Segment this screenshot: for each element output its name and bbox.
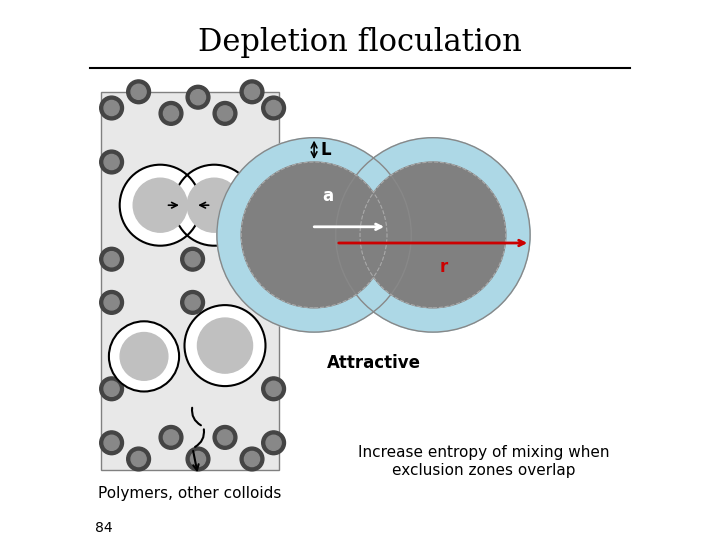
Circle shape — [163, 430, 179, 445]
Circle shape — [104, 435, 120, 450]
Circle shape — [185, 252, 200, 267]
Circle shape — [213, 102, 237, 125]
Text: Polymers, other colloids: Polymers, other colloids — [98, 486, 282, 501]
Circle shape — [109, 321, 179, 392]
Text: r: r — [440, 258, 448, 276]
Circle shape — [190, 451, 206, 467]
Circle shape — [159, 426, 183, 449]
Circle shape — [266, 252, 282, 267]
FancyBboxPatch shape — [101, 92, 279, 470]
Circle shape — [245, 451, 260, 467]
Circle shape — [127, 447, 150, 471]
Circle shape — [174, 165, 255, 246]
Circle shape — [217, 138, 411, 332]
Circle shape — [131, 84, 146, 99]
Circle shape — [262, 247, 285, 271]
Circle shape — [336, 138, 530, 332]
Circle shape — [262, 96, 285, 120]
Circle shape — [127, 80, 150, 104]
Circle shape — [181, 291, 204, 314]
Circle shape — [104, 295, 120, 310]
Circle shape — [262, 291, 285, 314]
Circle shape — [159, 102, 183, 125]
Circle shape — [120, 333, 168, 380]
Circle shape — [213, 426, 237, 449]
Circle shape — [104, 381, 120, 396]
Circle shape — [190, 90, 206, 105]
Circle shape — [133, 178, 187, 232]
Circle shape — [99, 431, 124, 455]
Circle shape — [186, 447, 210, 471]
Circle shape — [99, 247, 124, 271]
Circle shape — [104, 154, 120, 170]
Circle shape — [266, 435, 282, 450]
Text: L: L — [320, 141, 331, 159]
Circle shape — [262, 377, 285, 401]
Circle shape — [262, 431, 285, 455]
Circle shape — [217, 430, 233, 445]
Circle shape — [185, 295, 200, 310]
Circle shape — [99, 150, 124, 174]
Circle shape — [266, 295, 282, 310]
Circle shape — [163, 106, 179, 121]
Circle shape — [240, 447, 264, 471]
Circle shape — [99, 96, 124, 120]
Circle shape — [240, 80, 264, 104]
Text: Depletion floculation: Depletion floculation — [198, 27, 522, 58]
Circle shape — [262, 150, 285, 174]
Circle shape — [184, 305, 266, 386]
Circle shape — [181, 247, 204, 271]
Circle shape — [104, 100, 120, 116]
Circle shape — [131, 451, 146, 467]
Circle shape — [120, 165, 201, 246]
Text: 84: 84 — [95, 521, 113, 535]
Circle shape — [266, 154, 282, 170]
Circle shape — [186, 85, 210, 109]
Circle shape — [241, 162, 387, 308]
Circle shape — [104, 252, 120, 267]
Circle shape — [245, 84, 260, 99]
Circle shape — [197, 318, 253, 373]
Circle shape — [217, 106, 233, 121]
Circle shape — [266, 100, 282, 116]
Circle shape — [99, 291, 124, 314]
Circle shape — [266, 381, 282, 396]
Circle shape — [99, 377, 124, 401]
Text: a: a — [322, 187, 333, 205]
Circle shape — [187, 178, 241, 232]
Circle shape — [360, 162, 505, 308]
Text: Attractive: Attractive — [326, 354, 420, 372]
Text: Increase entropy of mixing when
exclusion zones overlap: Increase entropy of mixing when exclusio… — [359, 446, 610, 478]
